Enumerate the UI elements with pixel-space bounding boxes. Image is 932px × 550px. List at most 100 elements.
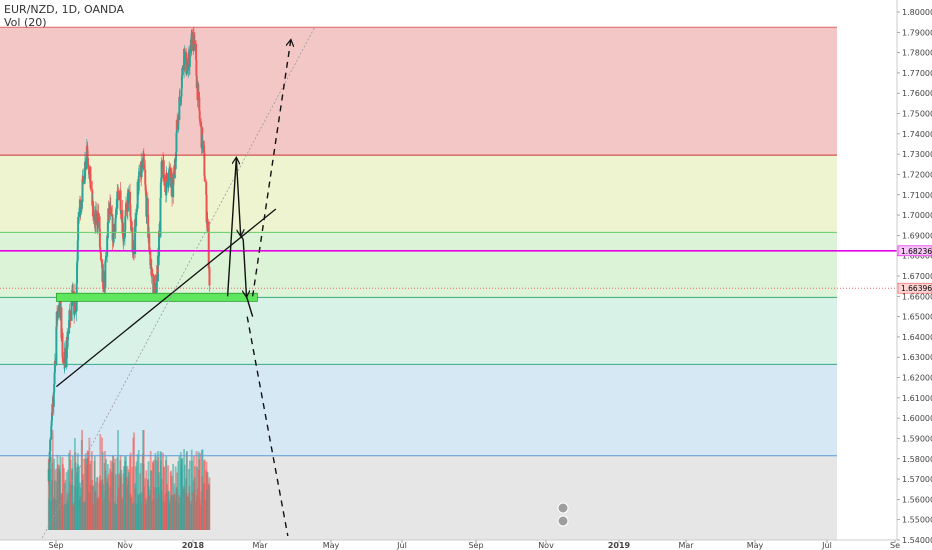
volume-bar	[107, 473, 110, 530]
candle-body	[175, 132, 178, 152]
candle-body	[151, 273, 154, 277]
candle-body	[159, 197, 162, 237]
volume-bar	[87, 451, 90, 530]
candle-body	[163, 174, 166, 176]
candle-body	[157, 256, 160, 266]
trend-drawings	[41, 27, 316, 539]
candle-body	[137, 175, 140, 191]
time-tick-label: Se	[890, 541, 900, 550]
candle-body	[143, 163, 146, 170]
candle-body	[66, 333, 69, 340]
candle-body	[99, 252, 102, 260]
zone-green	[0, 232, 837, 298]
volume-bar	[67, 469, 69, 530]
volume-bar	[54, 469, 57, 530]
candle-body	[69, 319, 72, 321]
zone-blue	[0, 364, 837, 456]
volume-bar	[138, 494, 140, 530]
candle-body	[185, 68, 188, 75]
candle-body	[104, 261, 107, 289]
candle-body	[129, 216, 132, 222]
candle-body	[61, 357, 64, 363]
candle-body	[92, 216, 95, 218]
candle-body	[183, 52, 186, 65]
current-price-tag-bg	[897, 282, 932, 294]
candle-body	[77, 216, 80, 241]
price-tick-label: 1.63000	[902, 353, 932, 362]
volume-bar	[79, 487, 82, 530]
volume-bar	[173, 493, 176, 530]
candle-body	[86, 158, 89, 164]
volume-bar	[186, 495, 189, 530]
volume-bar	[64, 479, 67, 530]
candle-body	[165, 173, 168, 196]
event-icons[interactable]	[557, 502, 569, 527]
candle-body	[58, 300, 61, 314]
volume-indicator-label[interactable]: Vol (20)	[4, 16, 47, 29]
candle-body	[135, 214, 138, 226]
candle-body	[91, 189, 94, 206]
volume-bar	[110, 471, 113, 530]
candle-body	[115, 208, 118, 215]
candle-body	[97, 212, 100, 227]
price-axis[interactable]: 1.80000 1.79000 1.78000 1.77000 1.76000 1.750…	[896, 0, 932, 550]
candle-body	[173, 165, 176, 170]
volume-bar	[188, 460, 191, 530]
candle-body	[203, 175, 206, 182]
candle-body	[203, 145, 206, 153]
volume-bar	[168, 503, 171, 530]
candle-body	[76, 262, 79, 284]
candle-body	[176, 119, 179, 130]
price-tick-label: 1.55000	[902, 516, 932, 525]
candle-body	[198, 110, 201, 120]
candle-body	[137, 190, 140, 194]
price-tick-label: 1.57000	[902, 475, 932, 484]
volume-bar	[194, 465, 196, 530]
candle-body	[53, 360, 56, 373]
candle-body	[98, 228, 101, 248]
candle-body	[106, 222, 109, 239]
candle-body	[207, 221, 210, 269]
candle-body	[99, 247, 102, 251]
candle-body	[177, 117, 180, 130]
volume-bar	[136, 454, 139, 530]
candle-body	[160, 160, 163, 162]
volume-bar	[178, 455, 181, 530]
candle-body	[51, 412, 54, 421]
candle-body	[101, 259, 104, 268]
time-tick-label: Sep	[48, 541, 63, 550]
candle-body	[114, 218, 117, 232]
volume-bar	[114, 474, 117, 530]
time-tick-label: Sep	[468, 541, 483, 550]
candle-body	[120, 210, 123, 215]
price-tick-label: 1.77000	[902, 69, 932, 78]
volume-bar	[191, 492, 194, 530]
candle-body	[49, 439, 52, 452]
candle-body	[84, 162, 87, 170]
volume-bar	[130, 497, 133, 530]
time-axis[interactable]: Sep Nov 2018 Mar May Jul Sep Nov 2019 Mar May Jul Se	[0, 539, 900, 550]
volume-bar	[122, 466, 125, 530]
time-tick-label: May	[323, 541, 340, 550]
volume-bar	[199, 453, 201, 530]
candle-body	[134, 225, 137, 227]
symbol-title[interactable]: EUR/NZD, 1D, OANDA	[4, 3, 125, 16]
price-tick-label: 1.79000	[902, 28, 932, 37]
dashed-target-line	[246, 316, 289, 537]
volume-bar	[142, 430, 145, 530]
candle-body	[178, 96, 181, 120]
candle-body	[87, 163, 90, 169]
candle-body	[59, 307, 62, 314]
candle-body	[122, 236, 125, 242]
volume-bar	[82, 473, 85, 530]
candle-body	[167, 185, 170, 188]
volume-bar	[133, 432, 135, 530]
price-tick-label: 1.76000	[902, 89, 932, 98]
candle-body	[122, 222, 125, 239]
candle-body	[129, 191, 132, 205]
candle-body	[123, 229, 126, 237]
time-tick-label: Nov	[117, 541, 133, 550]
time-tick-label: 2019	[608, 541, 631, 550]
candle-body	[195, 43, 198, 60]
